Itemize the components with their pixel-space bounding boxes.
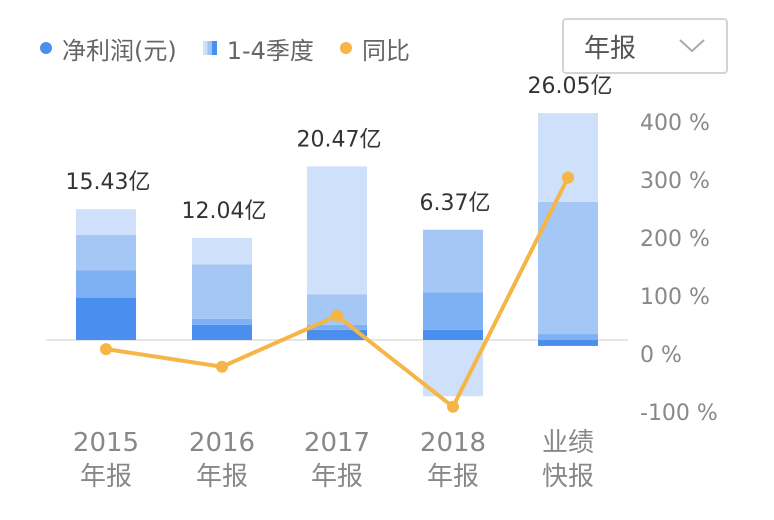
yoy-point <box>216 360 228 373</box>
blue-dot-icon <box>40 42 52 54</box>
yoy-point <box>447 400 459 413</box>
bar-segment-q4 <box>307 166 367 295</box>
legend-label-quarters: 1-4季度 <box>226 36 314 65</box>
chart-legend: 净利润(元) 1-4季度 同比 <box>40 28 436 68</box>
bar-total-label: 20.47亿 <box>297 127 382 152</box>
quarters-swatch-icon <box>202 41 217 55</box>
legend-item-yoy[interactable]: 同比 <box>339 31 410 66</box>
bar-total-label: 15.43亿 <box>66 170 151 195</box>
bar-segment-q2 <box>76 270 136 298</box>
y-right-tick-label: 0 % <box>640 343 682 368</box>
bar-segment-q1 <box>76 297 136 340</box>
bar-segment-q3 <box>538 201 598 335</box>
yoy-point <box>562 171 574 184</box>
x-tick-label: 年报 <box>427 462 479 492</box>
orange-dot-icon <box>339 42 352 54</box>
legend-label-yoy: 同比 <box>361 36 410 65</box>
bar-segment-q1 <box>192 324 252 340</box>
chevron-down-icon <box>679 39 705 53</box>
y-right-tick-label: 400 % <box>640 111 710 136</box>
bar-total-label: 12.04亿 <box>182 199 267 224</box>
yoy-point <box>100 343 112 356</box>
x-tick-label: 2017 <box>304 428 370 458</box>
bar-segment-q2 <box>423 292 483 330</box>
bar-segment-q1 <box>307 329 367 340</box>
bar-segment-q4 <box>538 113 598 202</box>
bar-total-label: 26.05亿 <box>528 74 613 99</box>
bar-segment-q3 <box>192 264 252 319</box>
y-right-tick-label: 300 % <box>640 169 710 194</box>
bar-segment-q1 <box>423 329 483 340</box>
period-select[interactable]: 年报 <box>562 18 728 74</box>
bar-segment-q2 <box>192 318 252 325</box>
bar-segment-q4 <box>76 209 136 235</box>
bar-segment-q2 <box>538 334 598 340</box>
y-right-tick-label: 200 % <box>640 227 710 252</box>
legend-label-profit: 净利润(元) <box>62 36 177 65</box>
x-tick-label: 业绩 <box>542 428 594 458</box>
x-tick-label: 快报 <box>542 462 594 492</box>
legend-item-profit[interactable]: 净利润(元) <box>40 31 177 66</box>
x-tick-label: 2015 <box>73 428 139 458</box>
x-tick-label: 年报 <box>311 462 363 492</box>
x-tick-label: 年报 <box>196 462 248 492</box>
y-right-tick-label: 100 % <box>640 285 710 310</box>
bar-segment-q3 <box>423 229 483 293</box>
period-select-value: 年报 <box>584 33 637 64</box>
yoy-point <box>331 309 343 322</box>
y-right-tick-label: -100 % <box>640 401 718 426</box>
x-tick-label: 2016 <box>189 428 255 458</box>
bar-segment-q3 <box>76 234 136 271</box>
x-tick-label: 2018 <box>420 428 486 458</box>
bar-segment-q2 <box>307 324 367 330</box>
bar-segment-q1 <box>538 340 598 346</box>
x-tick-label: 年报 <box>80 462 132 492</box>
legend-item-quarters[interactable]: 1-4季度 <box>202 31 314 66</box>
bar-segment-q4 <box>192 237 252 265</box>
bar-total-label: 6.37亿 <box>420 191 491 216</box>
